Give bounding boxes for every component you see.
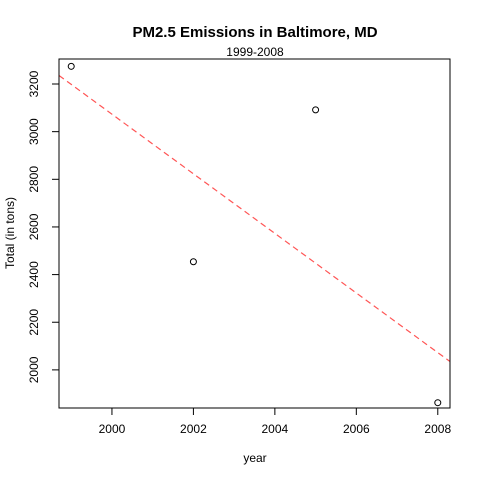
y-axis-label: Total (in tons) bbox=[3, 197, 17, 269]
y-tick-label: 3200 bbox=[27, 70, 41, 97]
y-tick-label: 2000 bbox=[27, 356, 41, 383]
chart-title: PM2.5 Emissions in Baltimore, MD bbox=[132, 24, 377, 41]
data-point bbox=[189, 258, 197, 266]
chart-subtitle: 1999-2008 bbox=[226, 45, 284, 59]
y-tick-label: 2400 bbox=[27, 261, 41, 288]
data-point bbox=[434, 399, 442, 407]
x-axis: 2000 2002 2004 2006 2008 bbox=[99, 407, 451, 436]
plot-layer bbox=[59, 62, 450, 407]
y-tick-label: 3000 bbox=[27, 118, 41, 145]
y-tick-label: 2800 bbox=[27, 166, 41, 193]
x-tick-label: 2000 bbox=[99, 422, 126, 436]
data-point bbox=[312, 106, 320, 114]
y-axis: 2000 2200 2400 2600 2800 3000 3200 bbox=[27, 70, 60, 383]
y-tick-label: 2600 bbox=[27, 213, 41, 240]
data-point bbox=[67, 62, 75, 70]
x-tick-label: 2004 bbox=[262, 422, 289, 436]
x-tick-label: 2002 bbox=[180, 422, 207, 436]
x-axis-label: year bbox=[243, 451, 266, 465]
y-tick-label: 2200 bbox=[27, 309, 41, 336]
x-tick-label: 2006 bbox=[343, 422, 370, 436]
trend-line bbox=[59, 74, 450, 363]
x-tick-label: 2008 bbox=[424, 422, 451, 436]
